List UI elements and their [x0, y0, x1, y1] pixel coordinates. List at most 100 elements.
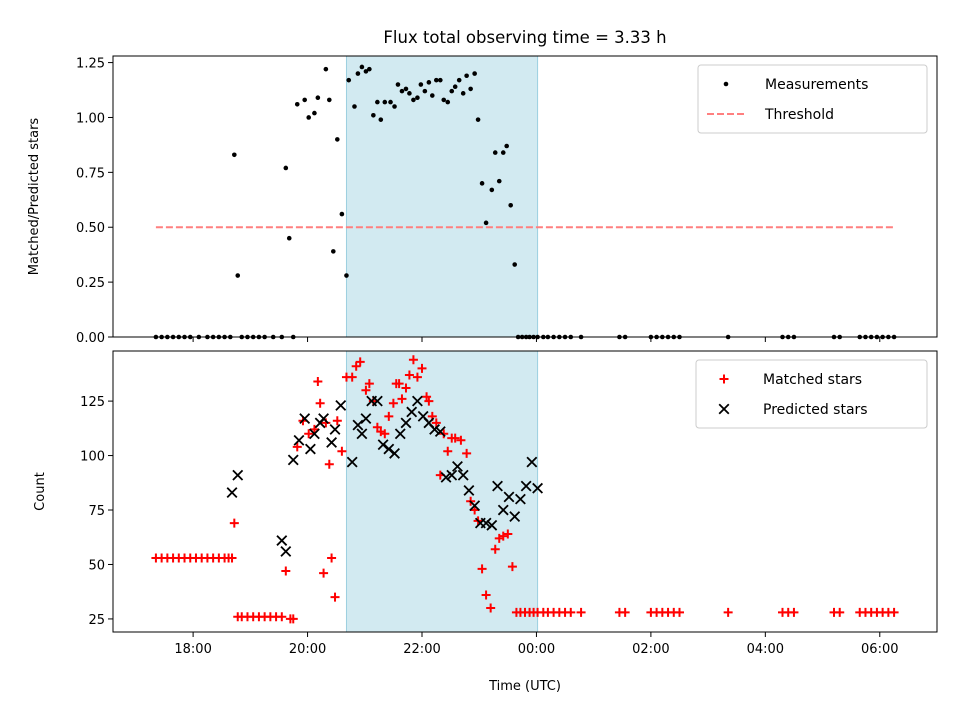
matched-stars-point	[355, 357, 365, 367]
predicted-stars-point	[452, 461, 463, 472]
predicted-stars-point	[356, 428, 368, 440]
x-axis-label: Time (UTC)	[488, 679, 561, 694]
measurement-point	[327, 97, 332, 103]
measurement-point	[508, 202, 513, 208]
measurement-point	[371, 112, 376, 118]
x-tick-label: 22:00	[403, 642, 440, 657]
measurement-point	[483, 220, 489, 226]
legend-box	[695, 359, 928, 429]
matched-stars-point	[443, 446, 453, 456]
matched-stars-point	[332, 416, 342, 426]
matched-stars-point	[498, 531, 508, 541]
predicted-stars-point	[434, 426, 446, 438]
matched-stars-point	[361, 385, 371, 395]
predicted-stars-point	[446, 469, 458, 481]
predicted-stars-point	[509, 511, 521, 522]
predicted-stars-point	[492, 480, 503, 492]
matched-stars-point	[277, 612, 287, 622]
measurement-point	[306, 115, 312, 120]
y-tick-label: 0.00	[76, 331, 105, 346]
measurement-point	[475, 117, 481, 122]
y-tick-label: 75	[88, 504, 105, 519]
predicted-stars-point	[440, 471, 452, 483]
measurement-point	[492, 150, 498, 155]
measurement-point	[339, 211, 345, 217]
matched-stars-point	[576, 607, 586, 617]
predicted-stars-point	[346, 456, 358, 468]
predicted-stars-point	[514, 493, 526, 505]
predicted-stars-point	[280, 545, 292, 557]
measurement-point	[418, 82, 424, 87]
predicted-stars-point	[429, 423, 441, 435]
predicted-stars-point	[329, 423, 341, 435]
measurement-point	[479, 181, 485, 186]
predicted-stars-point	[360, 413, 372, 424]
bottom-panel-y-label: Count	[33, 472, 48, 511]
matched-stars-point	[309, 424, 319, 434]
y-tick-label: 50	[88, 558, 105, 573]
matched-stars-point	[462, 448, 472, 458]
bottom-panel-y-axis: 25 50 75 100 125	[80, 395, 113, 628]
measurement-point	[355, 71, 361, 76]
matched-stars-point	[470, 505, 480, 515]
measurement-point	[382, 99, 388, 105]
predicted-stars-point	[463, 484, 475, 496]
predicted-stars-point	[308, 428, 320, 440]
matched-stars-point	[503, 529, 513, 539]
legend-matched-swatch	[719, 374, 729, 384]
matched-stars-point	[397, 394, 407, 404]
measurement-point	[232, 152, 237, 158]
measurement-point	[315, 95, 321, 101]
bottom-panel: 25 50 75 100 125 18:00 20:00 22:00 00:00 02:00 04…	[33, 350, 938, 657]
matched-stars-point	[723, 607, 733, 617]
y-tick-label: 0.75	[76, 166, 105, 181]
measurement-point	[331, 249, 336, 254]
matched-stars-point	[566, 607, 576, 617]
measurement-point	[392, 104, 397, 109]
matched-stars-point	[490, 544, 500, 554]
matched-stars-point	[789, 607, 799, 617]
predicted-stars-point	[318, 413, 330, 424]
predicted-stars-point	[276, 535, 288, 546]
y-tick-label: 125	[80, 395, 105, 410]
predicted-stars-point	[457, 469, 469, 481]
measurement-point	[335, 137, 340, 142]
measurement-point	[438, 77, 443, 83]
measurement-point	[460, 91, 466, 96]
measurement-point	[344, 273, 349, 278]
measurement-point	[445, 99, 451, 105]
observing-window-shade	[345, 55, 539, 338]
measurement-point	[395, 82, 401, 87]
matched-stars-point	[417, 363, 427, 373]
matched-stars-point	[229, 518, 239, 528]
measurement-point	[472, 71, 477, 76]
measurement-point	[500, 150, 506, 155]
predicted-stars-point	[497, 504, 509, 516]
predicted-stars-point	[232, 469, 244, 481]
measurement-point	[302, 97, 307, 103]
measurement-point	[403, 86, 409, 92]
matched-stars-point	[431, 418, 441, 428]
predicted-stars-point	[352, 419, 364, 431]
measurement-point	[399, 88, 405, 94]
top-panel-x-ticks	[192, 337, 881, 342]
measurement-point	[312, 110, 317, 116]
matched-stars-point	[315, 398, 325, 408]
measurement-point	[415, 95, 420, 101]
bottom-panel-plot-area	[151, 355, 899, 624]
measurement-point	[359, 64, 365, 70]
predicted-stars-point	[326, 437, 338, 448]
legend-predicted-swatch	[718, 403, 730, 415]
predicted-stars-point	[335, 400, 347, 411]
matched-stars-point	[337, 446, 347, 456]
measurement-point	[294, 101, 300, 107]
top-panel-y-label: Matched/Predicted stars	[27, 118, 42, 276]
predicted-stars-point	[226, 487, 238, 499]
measurement-point	[286, 235, 292, 241]
x-tick-label: 04:00	[747, 642, 784, 657]
predicted-stars-point	[469, 500, 481, 512]
legend-label: Matched stars	[763, 372, 862, 388]
measurement-point	[378, 117, 384, 122]
observing-window-shade	[345, 350, 539, 633]
